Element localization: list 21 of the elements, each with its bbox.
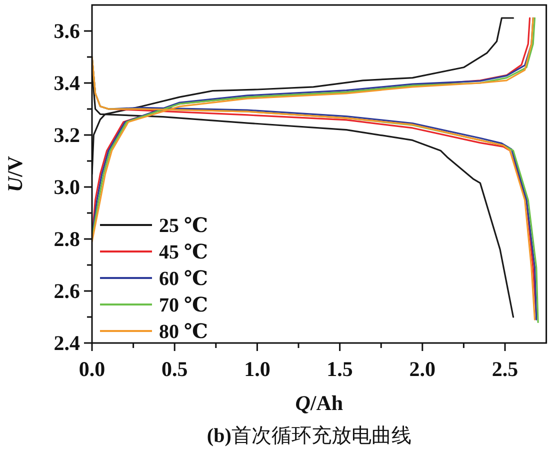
y-tick-label: 2.8 bbox=[54, 227, 80, 251]
legend-label: 80 ℃ bbox=[159, 321, 208, 343]
y-tick-label: 3.6 bbox=[54, 19, 80, 43]
y-tick-label: 3.4 bbox=[54, 71, 80, 95]
x-tick-label: 1.5 bbox=[326, 357, 353, 381]
x-tick-label: 0.0 bbox=[78, 357, 106, 381]
legend-label: 45 ℃ bbox=[159, 242, 208, 264]
y-tick-label: 3.0 bbox=[54, 175, 80, 199]
x-tick-label: 2.0 bbox=[409, 357, 436, 381]
legend-label: 25 ℃ bbox=[159, 215, 208, 237]
y-tick-label: 3.2 bbox=[54, 123, 80, 147]
legend-label: 60 ℃ bbox=[159, 268, 208, 290]
y-axis-title: U/V bbox=[3, 156, 27, 192]
y-tick-label: 2.4 bbox=[54, 331, 80, 355]
x-axis-title: Q/Ah bbox=[295, 391, 344, 415]
x-tick-label: 2.5 bbox=[492, 357, 518, 381]
y-tick-label: 2.6 bbox=[54, 279, 80, 303]
x-tick-label: 0.5 bbox=[161, 357, 188, 381]
text: (b)首次循环充放电曲线 bbox=[206, 425, 412, 447]
x-tick-label: 1.0 bbox=[244, 357, 270, 381]
legend-label: 70 ℃ bbox=[159, 294, 208, 316]
